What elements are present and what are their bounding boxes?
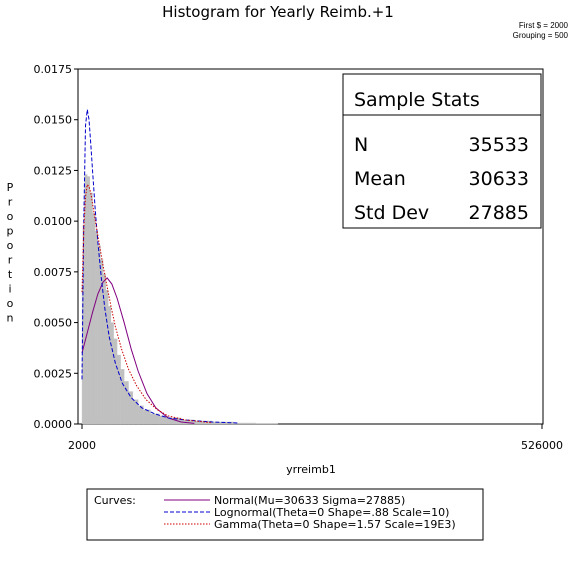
x-axis-ticks: 2000 526000 xyxy=(68,424,563,452)
y-tick-label: 0.0175 xyxy=(34,63,73,76)
stats-value-std-dev: 27885 xyxy=(469,202,529,224)
y-axis-label-letter: r xyxy=(8,254,13,267)
histogram-bar xyxy=(97,245,101,425)
y-tick-label: 0.0100 xyxy=(34,215,73,228)
stats-value-mean: 30633 xyxy=(469,168,529,190)
histogram-bar xyxy=(84,174,88,425)
histogram-bar xyxy=(194,420,213,425)
x-axis-label: yrreimb1 xyxy=(286,463,336,476)
y-tick-label: 0.0125 xyxy=(34,164,73,177)
y-axis-label-letter: o xyxy=(7,210,14,223)
curve-line-1 xyxy=(81,277,195,424)
stats-label-mean: Mean xyxy=(354,168,406,190)
y-axis-ticks: 0.0000 0.0025 0.0050 0.0075 0.0100 0.0125 0.01… xyxy=(34,63,78,431)
x-tick-label: 2000 xyxy=(68,439,96,452)
histogram-bar xyxy=(92,212,96,425)
grouping-note: Grouping = 500 xyxy=(513,31,569,40)
y-axis-label-letter: P xyxy=(7,181,14,194)
first-value-note: First $ = 2000 xyxy=(519,21,569,30)
histogram-bar xyxy=(120,369,125,425)
stats-label-n: N xyxy=(354,134,368,156)
y-axis-label-letter: o xyxy=(7,297,14,310)
sample-stats-box: Sample Stats N 35533 Mean 30633 Std Dev … xyxy=(342,73,542,229)
histogram-bar xyxy=(255,423,278,425)
stats-value-n: 35533 xyxy=(469,134,529,156)
y-axis-label-letter: n xyxy=(7,312,14,325)
legend-title: Curves: xyxy=(94,494,136,507)
stats-box-title: Sample Stats xyxy=(354,89,480,111)
histogram-bar xyxy=(108,306,112,425)
x-tick-label: 526000 xyxy=(521,439,563,452)
legend-label-1: Normal(Mu=30633 Sigma=27885) xyxy=(214,494,405,507)
plot-frame xyxy=(77,68,544,425)
histogram-bar xyxy=(110,322,114,425)
curve-line-3 xyxy=(81,183,212,424)
stats-label-std-dev: Std Dev xyxy=(354,202,429,224)
y-axis-label-letter: r xyxy=(8,196,13,209)
curve-legend: Curves: Normal(Mu=30633 Sigma=27885)Logn… xyxy=(86,488,484,541)
histogram-bars xyxy=(81,174,278,425)
curve-line-2 xyxy=(81,109,239,424)
y-tick-label: 0.0000 xyxy=(34,418,73,431)
histogram-bar xyxy=(105,289,109,425)
y-tick-label: 0.0075 xyxy=(34,266,73,279)
histogram-bar xyxy=(128,391,134,425)
y-axis-label-letter: t xyxy=(8,268,13,281)
histogram-bar xyxy=(113,338,118,425)
legend-label-2: Lognormal(Theta=0 Shape=.88 Scale=10) xyxy=(214,506,449,519)
y-tick-label: 0.0050 xyxy=(34,317,73,330)
legend-label-3: Gamma(Theta=0 Shape=1.57 Scale=19E3) xyxy=(214,518,456,531)
histogram-bar xyxy=(116,354,121,425)
y-axis-label-letter: p xyxy=(7,225,14,238)
legend-frame xyxy=(86,488,484,541)
y-axis-label-letter: i xyxy=(8,283,11,296)
histogram-bar xyxy=(87,176,91,425)
histogram-bar xyxy=(123,381,129,425)
fitted-curves xyxy=(81,109,239,424)
histogram-bar xyxy=(143,409,151,425)
chart-title: Histogram for Yearly Reimb.+1 xyxy=(162,3,394,21)
y-tick-label: 0.0150 xyxy=(34,114,73,127)
histogram-bar xyxy=(89,192,93,425)
y-tick-label: 0.0025 xyxy=(34,367,73,380)
y-axis-label-letter: o xyxy=(7,239,14,252)
histogram-bar xyxy=(150,413,160,425)
stats-box-frame xyxy=(342,73,542,229)
histogram-bar xyxy=(95,231,98,425)
